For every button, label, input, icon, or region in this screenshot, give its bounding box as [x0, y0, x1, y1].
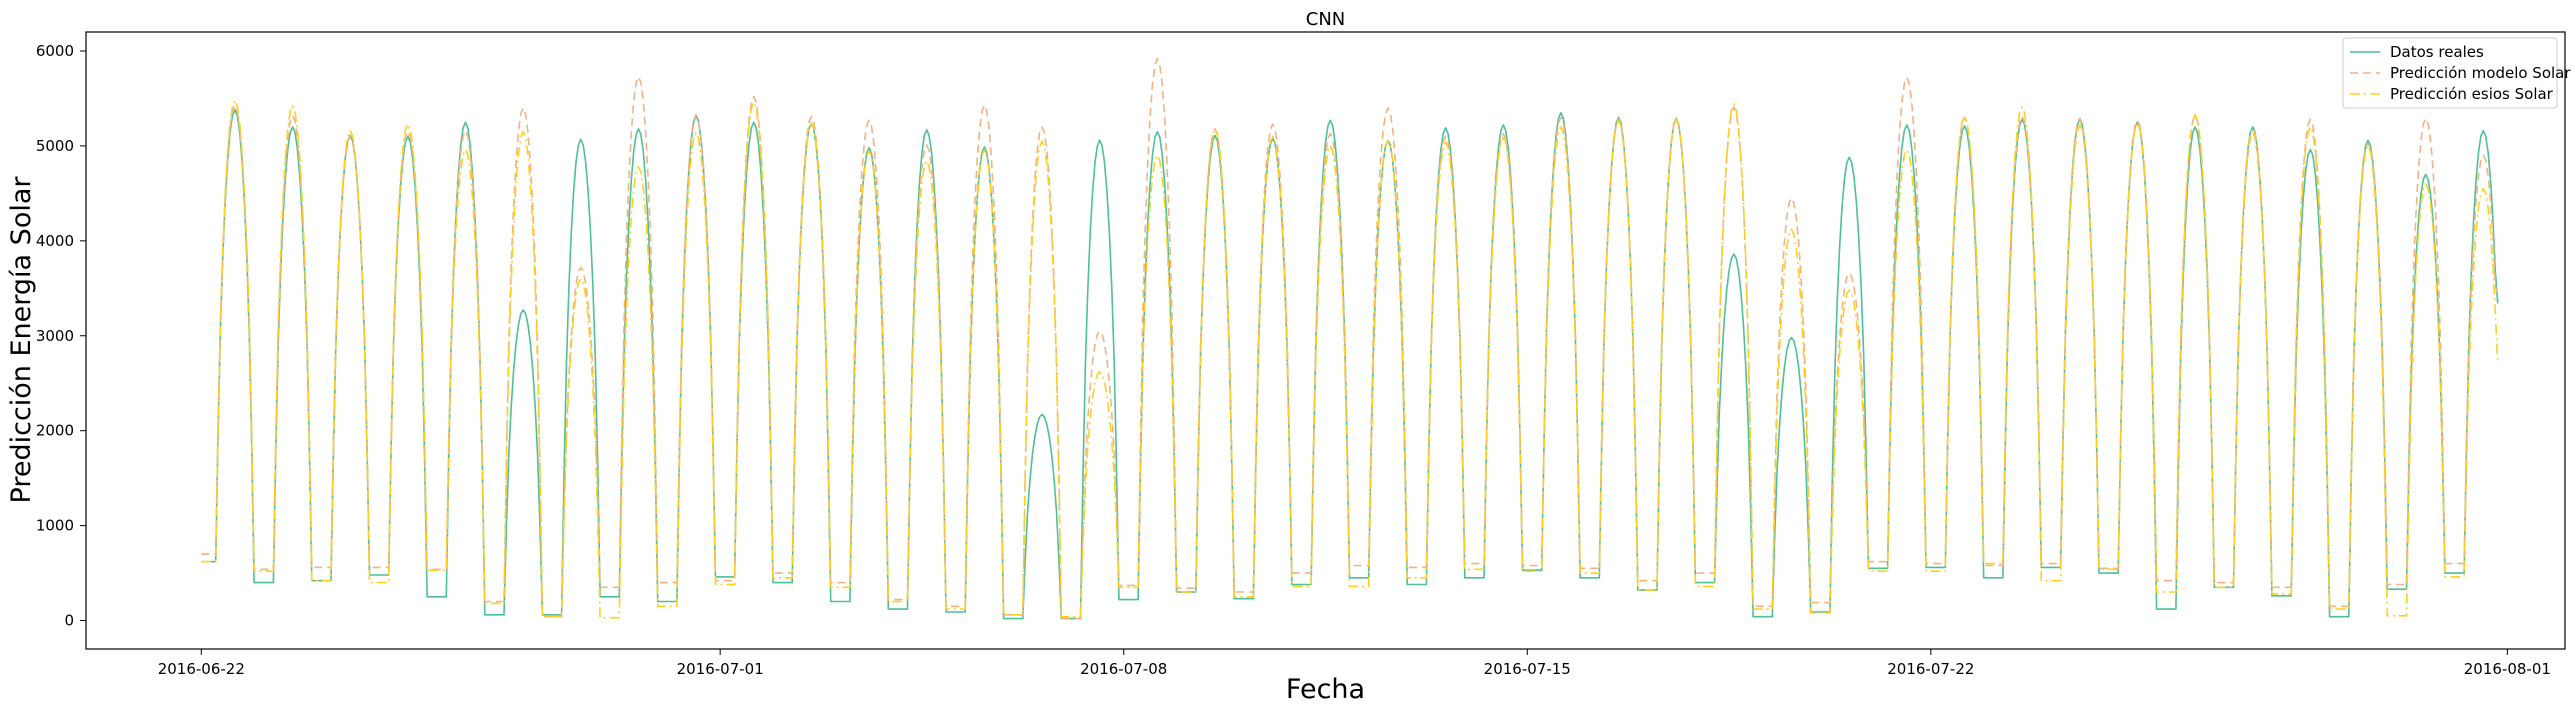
y-tick-label: 2000 [36, 422, 74, 440]
y-axis: 0 1000 2000 3000 4000 5000 6000 [36, 42, 86, 630]
x-tick-label: 2016-07-08 [1080, 660, 1167, 678]
y-tick-label: 5000 [36, 137, 74, 155]
series-line-1 [201, 109, 2499, 620]
y-axis-label: Predicción Energía Solar [6, 176, 37, 504]
y-tick-label: 1000 [36, 517, 74, 535]
chart-title: CNN [1306, 9, 1346, 30]
x-tick-label: 2016-07-15 [1484, 660, 1571, 678]
x-tick-label: 2016-07-01 [677, 660, 764, 678]
plot-lines [201, 57, 2499, 620]
series-line-2 [201, 57, 2499, 620]
legend-label: Predicción esios Solar [2390, 85, 2554, 103]
y-tick-label: 4000 [36, 232, 74, 250]
x-tick-label: 2016-07-22 [1887, 660, 1974, 678]
y-tick-label: 3000 [36, 327, 74, 345]
legend-label: Predicción modelo Solar [2390, 64, 2571, 82]
series-line-3 [201, 99, 2499, 619]
y-tick-label: 6000 [36, 42, 74, 60]
legend-label: Datos reales [2390, 43, 2484, 61]
x-tick-label: 2016-08-01 [2464, 660, 2551, 678]
y-tick-label: 0 [64, 612, 74, 630]
legend-box [2342, 37, 2558, 109]
plot-frame [85, 31, 2566, 650]
legend: Datos reales Predicción modelo Solar Predi… [2342, 37, 2571, 109]
x-tick-label: 2016-06-22 [158, 660, 245, 678]
x-axis-label: Fecha [1286, 674, 1365, 705]
x-axis: 2016-06-22 2016-07-01 2016-07-08 2016-07-15… [158, 649, 2551, 678]
